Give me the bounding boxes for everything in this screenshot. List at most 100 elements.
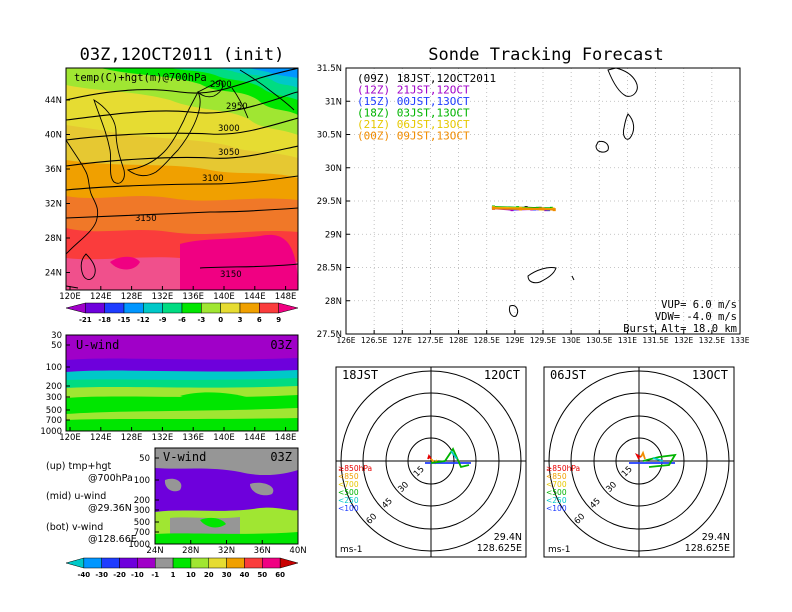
vwind-p-label: 500 — [134, 518, 150, 528]
colorbar-swatch — [259, 302, 279, 314]
uwind-lon-label: 148E — [275, 433, 297, 443]
uwind-p-label: 30 — [51, 331, 62, 341]
svg-text:(up) tmp+hgt: (up) tmp+hgt — [46, 461, 112, 472]
legend-entry: (21Z) 06JST,13OCT — [357, 118, 470, 131]
wind-colorbar-label: 40 — [240, 571, 250, 579]
wind-colorbar-label: 50 — [257, 571, 267, 579]
svg-text:Burst Alt= 18.0 km: Burst Alt= 18.0 km — [623, 323, 737, 335]
hodo-level: <250 — [338, 496, 359, 505]
track-lat-label: 30.5N — [317, 131, 342, 141]
wind-colorbar-swatch — [279, 557, 299, 569]
hodo-level: <100 — [546, 504, 567, 513]
track-lon-label: 130E — [562, 336, 581, 345]
hodo-level: <250 — [546, 496, 567, 505]
wind-colorbar-label: -30 — [95, 571, 108, 579]
track-lon-label: 128E — [449, 336, 468, 345]
colorbar-swatch — [104, 302, 125, 314]
colorbar-swatch — [85, 302, 105, 314]
track-lat-label: 27.5N — [317, 330, 342, 340]
vwind-p-label: 300 — [134, 506, 150, 516]
hodo-level: <700 — [546, 480, 567, 489]
hodo-level: <100 — [338, 504, 359, 513]
legend-entry: (09Z) 18JST,12OCT2011 — [357, 72, 496, 85]
wind-colorbar-label: 10 — [186, 571, 196, 579]
wind-colorbar-swatch — [262, 557, 281, 569]
track-lon-label: 131.5E — [642, 336, 668, 345]
colorbar-swatch — [65, 302, 86, 314]
map-lat-label: 32N — [45, 200, 62, 210]
track-lon-label: 133E — [730, 336, 749, 345]
hodo-time: 18JST — [342, 368, 378, 382]
track-lat-label: 31N — [325, 97, 342, 107]
legend-entry: (18Z) 03JST,13OCT — [357, 107, 470, 120]
colorbar-label: -15 — [118, 316, 131, 324]
hodo-trace — [427, 453, 432, 460]
track-lat-label: 28N — [325, 297, 342, 307]
track-point — [541, 207, 545, 211]
svg-text:3150: 3150 — [135, 214, 157, 224]
vwind-p-label: 1000 — [128, 540, 150, 550]
map-lon-label: 144E — [244, 292, 266, 302]
hodo-level: ≥850hPa — [338, 464, 372, 473]
uwind-lon-label: 140E — [213, 433, 235, 443]
map-label: temp(C)+hgt(m)@700hPa — [74, 72, 207, 84]
uwind-lon-label: 144E — [244, 433, 266, 443]
colorbar-swatch — [239, 302, 260, 314]
track-lon-ticks: 126E 126.5E 127E 127.5E 128E 128.5E 129E 129.5E… — [336, 330, 750, 345]
wind-colorbar-label: -1 — [151, 571, 159, 579]
uwind-crosssection — [66, 335, 298, 431]
colorbar-swatch — [123, 302, 144, 314]
track-lat-label: 31.5N — [317, 64, 342, 74]
colorbar-swatch — [201, 302, 221, 314]
vwind-lat-label: 24N — [146, 546, 163, 556]
colorbar-swatch — [162, 302, 183, 314]
sonde-params: VUP= 6.0 m/s VDW= -4.0 m/s Burst Alt= 18… — [623, 299, 737, 335]
colorbar-label: -3 — [197, 316, 205, 324]
hodo-trace — [634, 452, 642, 460]
map-frame — [65, 67, 299, 291]
uwind-lon-ticks: 120E 124E 128E 132E 136E 140E 144E 148E — [59, 427, 296, 443]
hodo-level: <850 — [338, 472, 359, 481]
track-legend: (09Z) 18JST,12OCT2011(12Z) 21JST,12OCT (1… — [357, 72, 496, 143]
legend-entry: (12Z) 21JST,12OCT — [357, 84, 470, 97]
svg-text:(bot) v-wind: (bot) v-wind — [46, 522, 103, 533]
hodo-trace — [652, 457, 664, 462]
map-lat-ticks: 44N 40N 36N 32N 28N 24N — [45, 96, 70, 279]
colorbar-swatch — [278, 302, 299, 314]
hodo-trace — [640, 450, 646, 460]
vwind-p-label: 50 — [139, 454, 150, 464]
colorbar-label: -12 — [137, 316, 150, 324]
hodo-lon: 128.625E — [685, 543, 730, 554]
track-coastline — [509, 67, 638, 317]
hodo-date: 12OCT — [484, 368, 520, 382]
hodo-trace — [450, 450, 458, 460]
hodo-time: 06JST — [550, 368, 586, 382]
map-lon-label: 136E — [182, 292, 204, 302]
uwind-p-label: 50 — [51, 341, 62, 351]
uwind-p-label: 300 — [46, 393, 62, 403]
colorbar-label: -21 — [79, 316, 92, 324]
uwind-lon-label: 120E — [59, 433, 81, 443]
hodo-trace — [430, 447, 470, 469]
sonde-tracks — [491, 205, 556, 212]
svg-text:VUP= 6.0 m/s: VUP= 6.0 m/s — [661, 299, 737, 311]
wind-colorbar-label: 60 — [275, 571, 285, 579]
vwind-crosssection — [155, 448, 298, 544]
track-lat-ticks: 31.5N 31N 30.5N 30N 29.5N 29N 28.5N 28N 27.5N — [317, 64, 350, 340]
track-lon-label: 129E — [505, 336, 524, 345]
wind-colorbar-swatch — [154, 557, 174, 569]
colorbar-swatch — [181, 302, 202, 314]
colorbar-swatch — [143, 302, 163, 314]
map-lon-label: 148E — [275, 292, 297, 302]
wind-colorbar-swatch — [65, 557, 85, 569]
track-title: Sonde Tracking Forecast — [428, 45, 663, 65]
uwind-p-label: 1000 — [40, 427, 62, 437]
colorbar-label: -9 — [159, 316, 167, 324]
wind-colorbar-label: 20 — [204, 571, 214, 579]
wind-colorbar-swatch — [83, 557, 102, 569]
hodo-lon: 128.625E — [477, 543, 522, 554]
uwind-lon-label: 136E — [182, 433, 204, 443]
track-point — [518, 207, 522, 211]
